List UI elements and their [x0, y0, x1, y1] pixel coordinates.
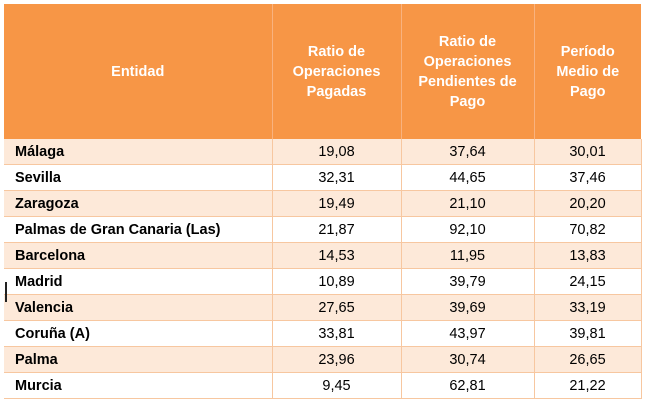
header-ratio-pagadas: Ratio de Operaciones Pagadas [272, 4, 402, 139]
cell-pendientes: 11,95 [401, 242, 535, 269]
cell-pendientes: 92,10 [401, 216, 535, 243]
cell-pagadas: 9,45 [272, 372, 402, 399]
cell-pendientes: 39,79 [401, 268, 535, 295]
cell-pendientes: 37,64 [401, 139, 535, 165]
table-row: Coruña (A) 33,81 43,97 39,81 [4, 320, 642, 347]
cell-entidad: Zaragoza [4, 190, 273, 217]
cell-periodo: 37,46 [534, 164, 642, 191]
cell-periodo: 21,22 [534, 372, 642, 399]
cell-pendientes: 39,69 [401, 294, 535, 321]
text-cursor [5, 282, 7, 302]
cell-pagadas: 27,65 [272, 294, 402, 321]
cell-periodo: 30,01 [534, 139, 642, 165]
cell-entidad: Valencia [4, 294, 273, 321]
cell-pendientes: 21,10 [401, 190, 535, 217]
cell-entidad: Sevilla [4, 164, 273, 191]
cell-pagadas: 19,49 [272, 190, 402, 217]
table-row: Madrid 10,89 39,79 24,15 [4, 268, 642, 295]
table-row: Palmas de Gran Canaria (Las) 21,87 92,10… [4, 216, 642, 243]
table-header-row: Entidad Ratio de Operaciones Pagadas Rat… [4, 4, 641, 139]
payment-ratio-table-container: Entidad Ratio de Operaciones Pagadas Rat… [4, 4, 642, 399]
header-entidad: Entidad [4, 4, 273, 139]
cell-pendientes: 44,65 [401, 164, 535, 191]
cell-entidad: Barcelona [4, 242, 273, 269]
header-periodo-medio: Período Medio de Pago [534, 4, 641, 139]
cell-periodo: 26,65 [534, 346, 642, 373]
cell-pagadas: 23,96 [272, 346, 402, 373]
cell-pagadas: 19,08 [272, 139, 402, 165]
cell-pagadas: 10,89 [272, 268, 402, 295]
cell-entidad: Palmas de Gran Canaria (Las) [4, 216, 273, 243]
table-row: Murcia 9,45 62,81 21,22 [4, 372, 642, 399]
cell-pendientes: 62,81 [401, 372, 535, 399]
cell-periodo: 13,83 [534, 242, 642, 269]
cell-entidad: Palma [4, 346, 273, 373]
payment-ratio-table: Entidad Ratio de Operaciones Pagadas Rat… [4, 4, 642, 399]
table-row: Valencia 27,65 39,69 33,19 [4, 294, 642, 321]
cell-pagadas: 21,87 [272, 216, 402, 243]
cell-pagadas: 14,53 [272, 242, 402, 269]
table-row: Barcelona 14,53 11,95 13,83 [4, 242, 642, 269]
table-row: Palma 23,96 30,74 26,65 [4, 346, 642, 373]
cell-pendientes: 43,97 [401, 320, 535, 347]
cell-periodo: 39,81 [534, 320, 642, 347]
table-row: Málaga 19,08 37,64 30,01 [4, 139, 642, 165]
cell-periodo: 33,19 [534, 294, 642, 321]
header-ratio-pendientes: Ratio de Operaciones Pendientes de Pago [401, 4, 535, 139]
table-row: Zaragoza 19,49 21,10 20,20 [4, 190, 642, 217]
cell-entidad: Málaga [4, 139, 273, 165]
cell-entidad: Murcia [4, 372, 273, 399]
cell-pagadas: 33,81 [272, 320, 402, 347]
cell-periodo: 70,82 [534, 216, 642, 243]
cell-entidad: Coruña (A) [4, 320, 273, 347]
cell-periodo: 20,20 [534, 190, 642, 217]
table-row: Sevilla 32,31 44,65 37,46 [4, 164, 642, 191]
cell-pendientes: 30,74 [401, 346, 535, 373]
cell-pagadas: 32,31 [272, 164, 402, 191]
cell-periodo: 24,15 [534, 268, 642, 295]
cell-entidad: Madrid [4, 268, 273, 295]
